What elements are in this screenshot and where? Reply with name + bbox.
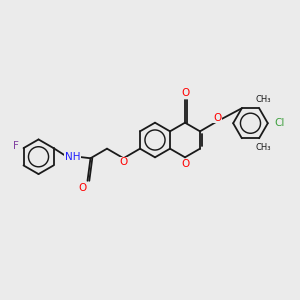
Text: CH₃: CH₃ — [255, 95, 271, 104]
Text: O: O — [78, 183, 87, 193]
Text: O: O — [119, 157, 127, 167]
Text: CH₃: CH₃ — [255, 143, 271, 152]
Text: O: O — [213, 113, 221, 123]
Text: O: O — [181, 159, 189, 169]
Text: F: F — [13, 141, 19, 151]
Text: Cl: Cl — [274, 118, 285, 128]
Text: O: O — [181, 88, 189, 98]
Text: NH: NH — [65, 152, 80, 162]
